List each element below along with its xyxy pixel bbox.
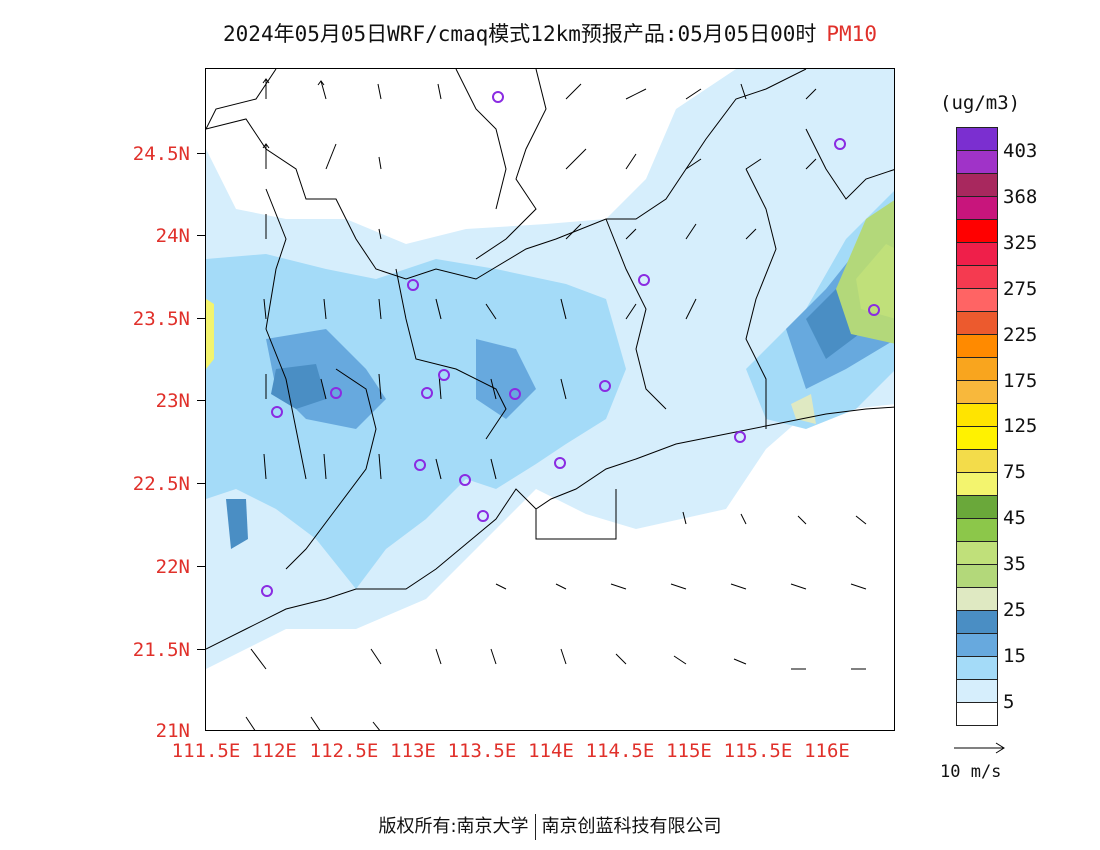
legend-color-swatch bbox=[956, 196, 998, 219]
lat-tick bbox=[197, 649, 205, 650]
station-marker bbox=[271, 406, 283, 418]
station-marker bbox=[407, 279, 419, 291]
station-marker bbox=[261, 585, 273, 597]
station-marker bbox=[599, 380, 611, 392]
station-marker bbox=[421, 387, 433, 399]
legend-label: 35 bbox=[1003, 553, 1026, 575]
legend-label: 25 bbox=[1003, 599, 1026, 621]
station-marker bbox=[492, 91, 504, 103]
legend-label: 5 bbox=[1003, 691, 1015, 713]
legend-unit: (ug/m3) bbox=[940, 92, 1021, 114]
legend-color-swatch bbox=[956, 219, 998, 242]
lat-tick bbox=[197, 483, 205, 484]
legend-color-swatch bbox=[956, 610, 998, 633]
lon-label: 111.5E bbox=[171, 740, 241, 762]
station-marker bbox=[459, 474, 471, 486]
wind-vectors bbox=[245, 78, 867, 730]
legend-color-swatch bbox=[956, 311, 998, 334]
lat-label: 22.5N bbox=[132, 473, 190, 495]
legend-label: 175 bbox=[1003, 370, 1038, 392]
legend-color-swatch bbox=[956, 357, 998, 380]
lat-tick bbox=[197, 235, 205, 236]
wind-reference-label: 10 m/s bbox=[940, 762, 1002, 782]
lon-label: 115E bbox=[666, 740, 712, 762]
lat-tick bbox=[197, 153, 205, 154]
legend-color-swatch bbox=[956, 564, 998, 587]
station-marker bbox=[734, 431, 746, 443]
lat-tick bbox=[197, 566, 205, 567]
legend-color-swatch bbox=[956, 265, 998, 288]
legend-label: 225 bbox=[1003, 324, 1038, 346]
legend-label: 15 bbox=[1003, 645, 1026, 667]
map-title: 2024年05月05日WRF/cmaq模式12km预报产品:05月05日00时 P… bbox=[0, 18, 1100, 48]
lat-label: 21N bbox=[155, 720, 190, 742]
legend-color-swatch bbox=[956, 495, 998, 518]
lon-label: 113E bbox=[390, 740, 436, 762]
legend-color-swatch bbox=[956, 702, 998, 726]
station-marker bbox=[868, 304, 880, 316]
legend-color-swatch bbox=[956, 334, 998, 357]
lat-tick bbox=[197, 318, 205, 319]
wind-reference-arrow bbox=[954, 742, 1005, 754]
map-panel[interactable] bbox=[205, 68, 895, 731]
lat-tick bbox=[197, 400, 205, 401]
station-marker bbox=[554, 457, 566, 469]
lat-label: 23.5N bbox=[132, 308, 190, 330]
legend-color-swatch bbox=[956, 150, 998, 173]
lat-label: 21.5N bbox=[132, 639, 190, 661]
lon-label: 112.5E bbox=[309, 740, 379, 762]
lat-label: 23N bbox=[155, 390, 190, 412]
legend-color-swatch bbox=[956, 656, 998, 679]
legend-color-swatch bbox=[956, 587, 998, 610]
station-marker bbox=[438, 369, 450, 381]
lon-label: 114.5E bbox=[585, 740, 655, 762]
legend-color-swatch bbox=[956, 403, 998, 426]
legend-label: 275 bbox=[1003, 278, 1038, 300]
map-canvas bbox=[206, 69, 894, 730]
legend-color-swatch bbox=[956, 127, 998, 150]
legend-color-swatch bbox=[956, 449, 998, 472]
footer-divider bbox=[534, 814, 536, 840]
legend-color-swatch bbox=[956, 242, 998, 265]
legend-color-swatch bbox=[956, 541, 998, 564]
lon-label: 112E bbox=[251, 740, 297, 762]
legend-label: 368 bbox=[1003, 186, 1038, 208]
legend-color-swatch bbox=[956, 679, 998, 702]
lon-label: 114E bbox=[528, 740, 574, 762]
legend-label: 125 bbox=[1003, 415, 1038, 437]
copyright-footer: 版权所有:南京大学 南京创蓝科技有限公司 bbox=[0, 812, 1100, 840]
station-marker bbox=[477, 510, 489, 522]
legend-label: 75 bbox=[1003, 461, 1026, 483]
legend-color-swatch bbox=[956, 633, 998, 656]
legend-color-swatch bbox=[956, 472, 998, 495]
legend-color-swatch bbox=[956, 288, 998, 311]
lat-label: 24.5N bbox=[132, 143, 190, 165]
lon-label: 115.5E bbox=[723, 740, 793, 762]
boundaries bbox=[206, 69, 894, 650]
station-markers bbox=[261, 91, 880, 597]
copyright-left: 版权所有:南京大学 bbox=[378, 816, 529, 837]
legend-color-swatch bbox=[956, 518, 998, 541]
copyright-right: 南京创蓝科技有限公司 bbox=[541, 816, 722, 837]
legend-label: 403 bbox=[1003, 140, 1038, 162]
station-marker bbox=[330, 387, 342, 399]
legend-label: 325 bbox=[1003, 232, 1038, 254]
station-marker bbox=[509, 388, 521, 400]
legend-color-swatch bbox=[956, 426, 998, 449]
color-legend bbox=[956, 127, 998, 726]
lon-label: 116E bbox=[804, 740, 850, 762]
pollutant-label: PM10 bbox=[826, 22, 877, 46]
legend-color-swatch bbox=[956, 173, 998, 196]
concentration-field bbox=[206, 69, 894, 669]
station-marker bbox=[834, 138, 846, 150]
lon-label: 113.5E bbox=[447, 740, 517, 762]
station-marker bbox=[414, 459, 426, 471]
legend-color-swatch bbox=[956, 380, 998, 403]
title-text: 2024年05月05日WRF/cmaq模式12km预报产品:05月05日00时 bbox=[223, 22, 817, 46]
lat-label: 22N bbox=[155, 556, 190, 578]
lat-label: 24N bbox=[155, 225, 190, 247]
legend-label: 45 bbox=[1003, 507, 1026, 529]
station-marker bbox=[638, 274, 650, 286]
